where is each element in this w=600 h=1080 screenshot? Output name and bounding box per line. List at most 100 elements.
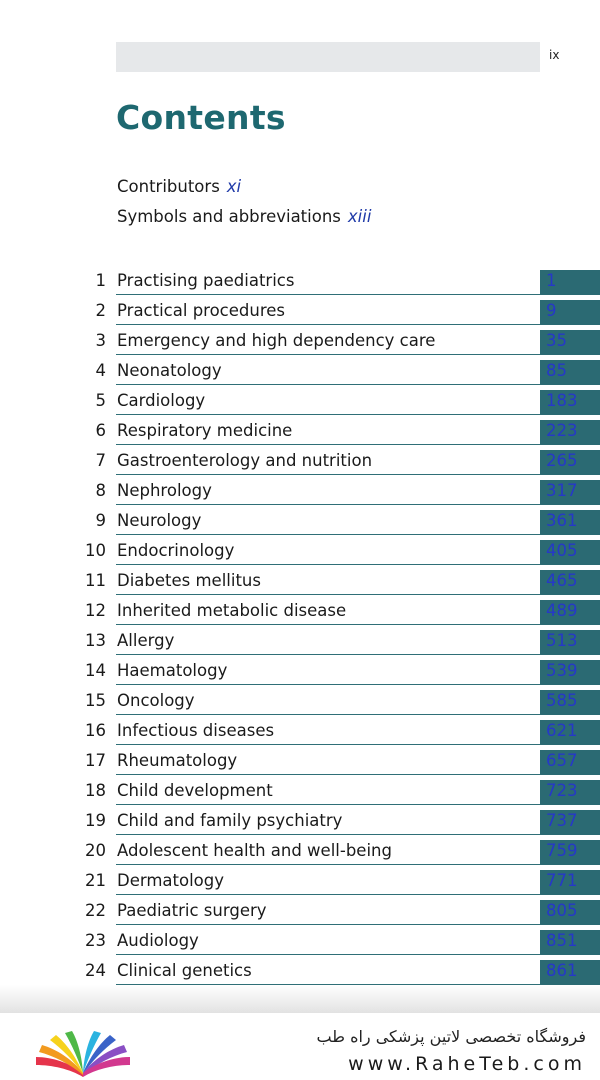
chapter-page-box[interactable]: 223: [540, 420, 600, 445]
toc-row[interactable]: 11 Diabetes mellitus 465: [0, 566, 600, 596]
toc-row[interactable]: 12 Inherited metabolic disease 489: [0, 596, 600, 626]
toc-row[interactable]: 22 Paediatric surgery 805: [0, 896, 600, 926]
toc-row[interactable]: 10 Endocrinology 405: [0, 536, 600, 566]
toc-row[interactable]: 6 Respiratory medicine 223: [0, 416, 600, 446]
row-divider: [116, 474, 540, 475]
chapter-page-link[interactable]: 223: [546, 421, 578, 440]
chapter-page-box[interactable]: 861: [540, 960, 600, 985]
chapter-title: Child and family psychiatry: [117, 811, 343, 830]
row-divider: [116, 414, 540, 415]
chapter-page-link[interactable]: 317: [546, 481, 578, 500]
row-divider: [116, 984, 540, 985]
chapter-page-box[interactable]: 265: [540, 450, 600, 475]
chapter-number: 21: [85, 871, 106, 890]
toc-row[interactable]: 2 Practical procedures 9: [0, 296, 600, 326]
chapter-page-link[interactable]: 737: [546, 811, 578, 830]
chapter-page-box[interactable]: 361: [540, 510, 600, 535]
chapter-page-link[interactable]: 361: [546, 511, 578, 530]
chapter-number: 19: [85, 811, 106, 830]
chapter-page-link[interactable]: 85: [546, 361, 567, 380]
chapter-page-link[interactable]: 771: [546, 871, 578, 890]
chapter-page-box[interactable]: 759: [540, 840, 600, 865]
toc-row[interactable]: 21 Dermatology 771: [0, 866, 600, 896]
toc-row[interactable]: 20 Adolescent health and well-being 759: [0, 836, 600, 866]
front-matter-contributors[interactable]: Contributors xi: [117, 177, 241, 196]
chapter-number: 15: [85, 691, 106, 710]
chapter-number: 12: [85, 601, 106, 620]
chapter-page-link[interactable]: 405: [546, 541, 578, 560]
chapter-page-link[interactable]: 539: [546, 661, 578, 680]
toc-row[interactable]: 16 Infectious diseases 621: [0, 716, 600, 746]
chapter-page-box[interactable]: 771: [540, 870, 600, 895]
chapter-title: Practical procedures: [117, 301, 286, 320]
chapter-page-box[interactable]: 851: [540, 930, 600, 955]
chapter-page-box[interactable]: 317: [540, 480, 600, 505]
front-matter-page-link[interactable]: xi: [226, 177, 242, 196]
toc-row[interactable]: 1 Practising paediatrics 1: [0, 266, 600, 296]
toc-row[interactable]: 8 Nephrology 317: [0, 476, 600, 506]
chapter-title: Diabetes mellitus: [117, 571, 261, 590]
chapter-page-link[interactable]: 265: [546, 451, 578, 470]
chapter-page-box[interactable]: 657: [540, 750, 600, 775]
chapter-page-box[interactable]: 737: [540, 810, 600, 835]
chapter-page-box[interactable]: 405: [540, 540, 600, 565]
chapter-page-link[interactable]: 9: [546, 301, 557, 320]
chapter-page-link[interactable]: 861: [546, 961, 578, 980]
chapter-page-box[interactable]: 1: [540, 270, 600, 295]
chapter-page-box[interactable]: 465: [540, 570, 600, 595]
chapter-page-link[interactable]: 621: [546, 721, 578, 740]
chapter-page-box[interactable]: 585: [540, 690, 600, 715]
chapter-page-link[interactable]: 585: [546, 691, 578, 710]
row-divider: [116, 924, 540, 925]
chapter-page-box[interactable]: 805: [540, 900, 600, 925]
chapter-page-box[interactable]: 85: [540, 360, 600, 385]
chapter-page-link[interactable]: 723: [546, 781, 578, 800]
toc-row[interactable]: 19 Child and family psychiatry 737: [0, 806, 600, 836]
chapter-page-link[interactable]: 657: [546, 751, 578, 770]
toc-row[interactable]: 15 Oncology 585: [0, 686, 600, 716]
store-url-link[interactable]: www.RaheTeb.com: [348, 1053, 586, 1075]
chapter-title: Audiology: [117, 931, 199, 950]
chapter-page-box[interactable]: 489: [540, 600, 600, 625]
chapter-title: Neonatology: [117, 361, 222, 380]
toc-row[interactable]: 3 Emergency and high dependency care 35: [0, 326, 600, 356]
chapter-number: 13: [85, 631, 106, 650]
chapter-page-link[interactable]: 489: [546, 601, 578, 620]
front-matter-page-link[interactable]: xiii: [347, 207, 372, 226]
row-divider: [116, 624, 540, 625]
chapter-page-link[interactable]: 183: [546, 391, 578, 410]
chapter-page-box[interactable]: 183: [540, 390, 600, 415]
row-divider: [116, 444, 540, 445]
chapter-title: Child development: [117, 781, 273, 800]
toc-row[interactable]: 5 Cardiology 183: [0, 386, 600, 416]
toc-row[interactable]: 9 Neurology 361: [0, 506, 600, 536]
toc-row[interactable]: 4 Neonatology 85: [0, 356, 600, 386]
chapter-page-link[interactable]: 35: [546, 331, 567, 350]
toc-row[interactable]: 7 Gastroenterology and nutrition 265: [0, 446, 600, 476]
chapter-page-link[interactable]: 1: [546, 271, 557, 290]
toc-row[interactable]: 13 Allergy 513: [0, 626, 600, 656]
chapter-page-link[interactable]: 805: [546, 901, 578, 920]
chapter-page-link[interactable]: 513: [546, 631, 578, 650]
store-footer: فروشگاه تخصصی لاتین پزشکی راه طب www.Rah…: [0, 1013, 600, 1080]
page-number: ix: [549, 48, 560, 62]
chapter-page-link[interactable]: 759: [546, 841, 578, 860]
chapter-page-box[interactable]: 723: [540, 780, 600, 805]
toc-row[interactable]: 18 Child development 723: [0, 776, 600, 806]
chapter-page-box[interactable]: 513: [540, 630, 600, 655]
chapter-page-box[interactable]: 621: [540, 720, 600, 745]
row-divider: [116, 894, 540, 895]
toc-row[interactable]: 24 Clinical genetics 861: [0, 956, 600, 986]
toc-row[interactable]: 14 Haematology 539: [0, 656, 600, 686]
front-matter-symbols[interactable]: Symbols and abbreviations xiii: [117, 207, 371, 226]
chapter-number: 2: [95, 301, 107, 320]
chapter-page-box[interactable]: 539: [540, 660, 600, 685]
chapter-number: 1: [95, 271, 107, 290]
chapter-page-box[interactable]: 9: [540, 300, 600, 325]
row-divider: [116, 834, 540, 835]
chapter-page-link[interactable]: 465: [546, 571, 578, 590]
toc-row[interactable]: 17 Rheumatology 657: [0, 746, 600, 776]
chapter-page-link[interactable]: 851: [546, 931, 578, 950]
chapter-page-box[interactable]: 35: [540, 330, 600, 355]
toc-row[interactable]: 23 Audiology 851: [0, 926, 600, 956]
